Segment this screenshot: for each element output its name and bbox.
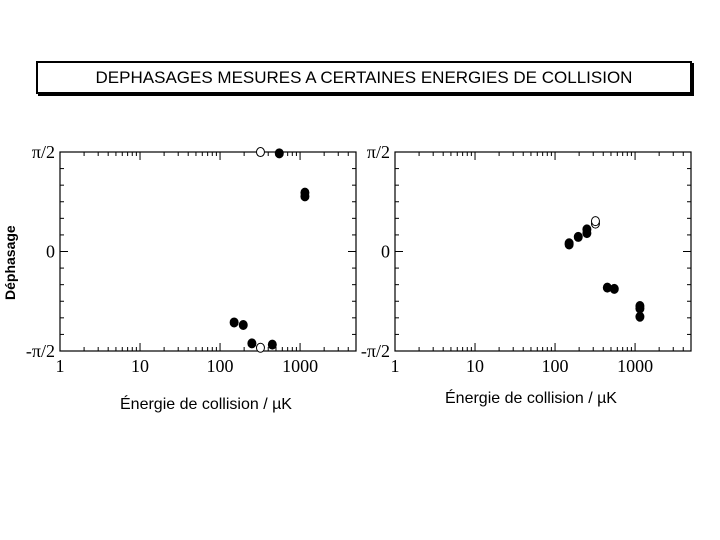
data-point-open [255,147,265,158]
right-x-axis-label: Énergie de collision / µK [445,390,617,407]
plot-frame [59,151,357,352]
y-axis-label: Déphasage [2,225,18,300]
chart-title-box: DEPHASAGES MESURES A CERTAINES ENERGIES … [36,61,692,94]
data-point-open [255,342,265,353]
y-tick-label: -π/2 [361,341,390,361]
y-tick-label: 0 [46,242,55,262]
data-point-filled [300,191,310,202]
x-tick-label: 100 [207,356,234,375]
x-tick-label: 1 [391,356,400,375]
x-tick-label: 100 [542,356,569,375]
data-point-filled [238,319,248,330]
data-point-filled [229,317,239,328]
data-point-filled [609,283,619,294]
x-tick-label: 10 [131,356,149,375]
y-tick-label: π/2 [367,142,390,162]
right-scatter-plot: 1 10 100 1000 π/2 0 -π/2 [361,142,692,375]
plot-frame [394,151,692,352]
data-point-open [590,216,600,227]
x-tick-label: 1000 [282,356,318,375]
left-x-axis-label: Énergie de collision / µK [120,396,292,413]
data-point-filled [635,303,645,314]
left-scatter-plot: 1 10 100 1000 π/2 0 -π/2 [26,142,357,375]
data-point-filled [247,338,257,349]
data-point-filled [635,311,645,322]
y-tick-label: π/2 [32,142,55,162]
y-tick-label: -π/2 [26,341,55,361]
data-point-filled [573,231,583,242]
chart-title: DEPHASAGES MESURES A CERTAINES ENERGIES … [95,67,633,87]
data-point-filled [582,228,592,239]
data-point-filled [267,339,277,350]
x-tick-label: 1 [56,356,65,375]
y-tick-label: 0 [381,242,390,262]
data-point-filled [274,148,284,159]
x-tick-label: 10 [466,356,484,375]
data-point-filled [564,239,574,250]
x-tick-label: 1000 [617,356,653,375]
